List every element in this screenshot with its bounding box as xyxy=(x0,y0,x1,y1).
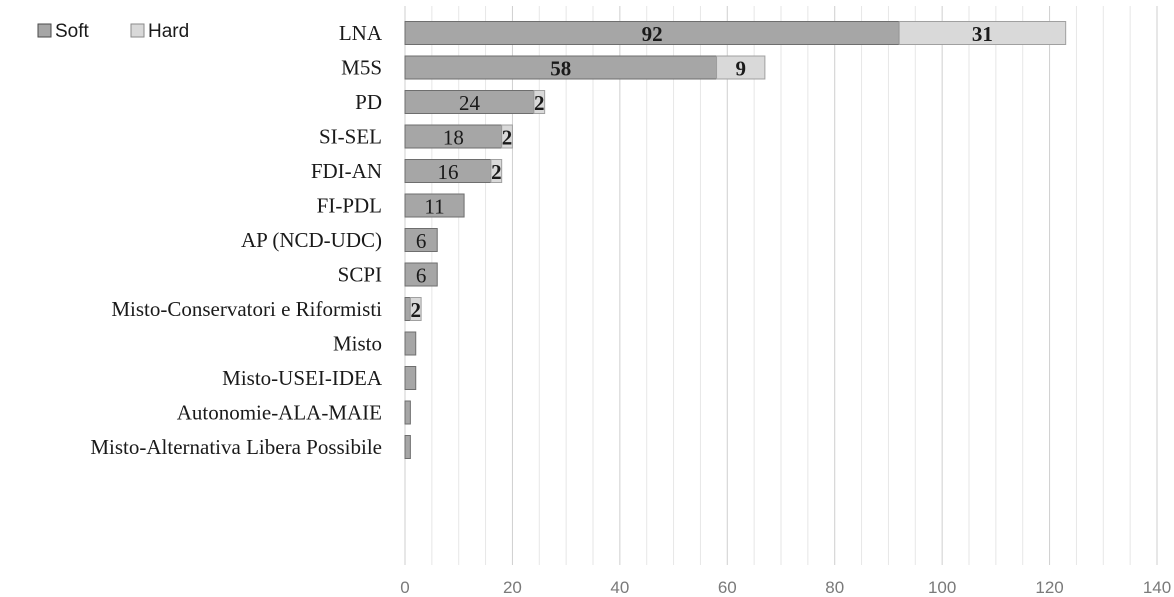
bar-hard-misto-conservatori-e-riformisti xyxy=(409,297,422,321)
legend-label-hard: Hard xyxy=(148,21,189,42)
category-label-misto-alternativa-libera-possibile: Misto-Alternativa Libera Possibile xyxy=(90,435,382,459)
x-tick-label: 0 xyxy=(400,578,409,597)
category-label-misto-usei-idea: Misto-USEI-IDEA xyxy=(222,366,383,390)
category-label-si-sel: SI-SEL xyxy=(319,125,382,149)
category-label-lna: LNA xyxy=(339,21,383,45)
data-label-hard-fdi-an: 2 xyxy=(491,160,502,184)
bar-soft-fi-pdl xyxy=(404,193,465,218)
data-label-soft-si-sel: 18 xyxy=(443,126,464,150)
data-label-hard-si-sel: 2 xyxy=(502,126,513,150)
category-label-autonomie-ala-maie: Autonomie-ALA-MAIE xyxy=(177,401,382,425)
legend-label-soft: Soft xyxy=(55,21,90,42)
bar-soft-scpi xyxy=(404,262,438,287)
category-label-fi-pdl: FI-PDL xyxy=(317,194,382,218)
data-label-soft-fi-pdl: 11 xyxy=(424,195,444,219)
data-label-soft-lna: 92 xyxy=(642,22,663,46)
category-label-scpi: SCPI xyxy=(338,263,382,287)
bar-soft-autonomie-ala-maie xyxy=(404,400,411,425)
data-label-soft-pd: 24 xyxy=(459,91,481,115)
bar-soft-misto-alternativa-libera-possibile xyxy=(404,435,411,459)
x-tick-label: 20 xyxy=(503,578,522,597)
x-tick-label: 140 xyxy=(1143,578,1171,597)
category-label-fdi-an: FDI-AN xyxy=(311,159,382,183)
bar-hard-m5s xyxy=(716,55,766,80)
bars: 92 31 58 9 24 2 18 2 16 2 11 6 6 2 xyxy=(404,21,1067,459)
bar-soft-misto xyxy=(404,331,417,356)
data-label-soft-fdi-an: 16 xyxy=(437,160,458,184)
x-tick-label: 100 xyxy=(928,578,956,597)
legend-swatch-hard xyxy=(130,23,145,38)
data-label-hard-misto-conservatori-e-riformisti: 2 xyxy=(410,298,421,322)
grid-lines xyxy=(404,6,1158,565)
data-label-soft-scpi: 6 xyxy=(416,264,427,288)
data-label-hard-pd: 2 xyxy=(534,91,545,115)
data-label-hard-m5s: 9 xyxy=(735,57,746,81)
category-label-ap-ncd-udc: AP (NCD-UDC) xyxy=(241,228,382,252)
x-tick-label: 40 xyxy=(610,578,629,597)
data-label-soft-m5s: 58 xyxy=(550,57,571,81)
x-axis-ticks: 0 20 40 60 80 100 120 140 xyxy=(400,578,1171,597)
x-tick-label: 80 xyxy=(825,578,844,597)
x-tick-label: 60 xyxy=(718,578,737,597)
x-tick-label: 120 xyxy=(1035,578,1063,597)
category-label-pd: PD xyxy=(355,90,382,114)
bar-hard-lna xyxy=(898,21,1067,45)
category-label-misto-conservatori-e-riformisti: Misto-Conservatori e Riformisti xyxy=(111,297,382,321)
legend: Soft Hard xyxy=(37,21,189,42)
bar-hard-si-sel xyxy=(501,124,513,149)
bar-soft-ap-ncd-udc xyxy=(404,228,438,252)
category-label-m5s: M5S xyxy=(341,56,382,80)
category-label-misto: Misto xyxy=(333,332,382,356)
bar-hard-pd xyxy=(533,90,546,114)
bar-hard-fdi-an xyxy=(490,159,503,183)
bar-soft-misto-usei-idea xyxy=(404,366,417,390)
category-labels: LNA M5S PD SI-SEL FDI-AN FI-PDL AP (NCD-UDC) SC… xyxy=(90,21,382,459)
data-label-soft-ap-ncd-udc: 6 xyxy=(416,229,427,253)
data-label-hard-lna: 31 xyxy=(972,22,993,46)
legend-swatch-soft xyxy=(37,23,52,38)
